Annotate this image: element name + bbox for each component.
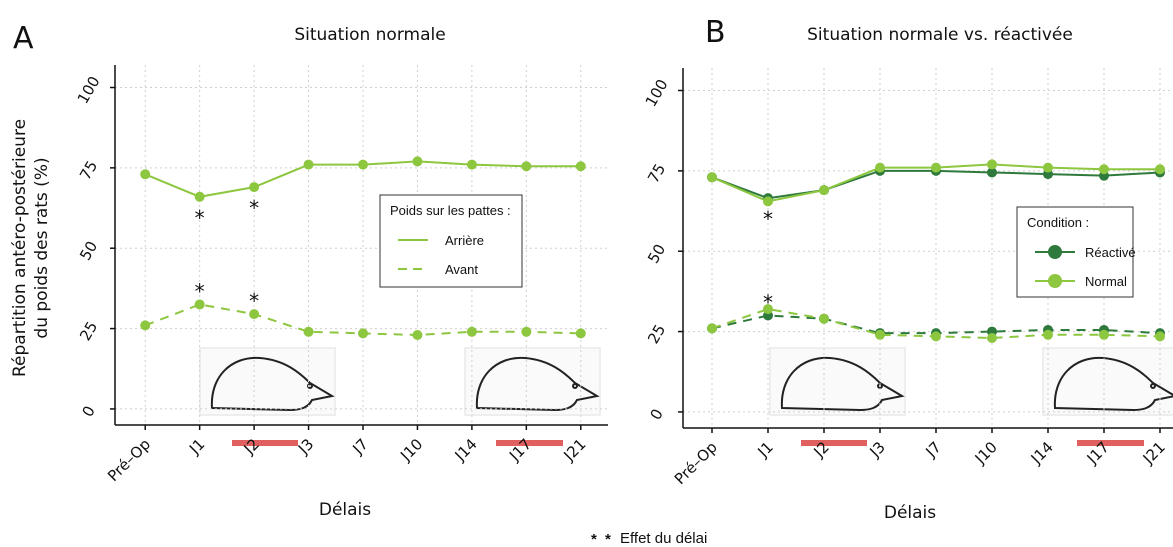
data-point <box>521 161 532 172</box>
data-point <box>819 313 829 324</box>
y-axis-label: Répartition antéro-postérieure <box>10 119 30 377</box>
y-tick-label: 75 <box>76 158 101 184</box>
footnote-mark: * <box>591 531 597 547</box>
data-point <box>1155 164 1165 175</box>
panel-label: A <box>13 21 34 56</box>
x-tick-label: J3 <box>866 438 889 461</box>
x-tick-label: J1 <box>754 438 777 461</box>
data-point <box>575 328 586 339</box>
footnote-mark: * <box>605 531 611 547</box>
data-point <box>1099 164 1109 175</box>
y-tick-label: 100 <box>74 73 104 107</box>
data-point <box>303 326 314 337</box>
y-tick-label: 75 <box>644 161 669 187</box>
legend-swatch <box>1048 245 1062 259</box>
x-tick-label: Pré–Op <box>671 438 721 488</box>
x-tick-label: J7 <box>922 438 945 461</box>
data-point <box>763 196 773 207</box>
y-tick-label: 25 <box>76 318 101 344</box>
x-tick-label: J3 <box>294 435 317 458</box>
x-tick-label: J2 <box>240 435 263 458</box>
legend-label: Normal <box>1085 274 1127 289</box>
data-point <box>763 304 773 315</box>
data-point <box>249 182 260 193</box>
data-point <box>575 161 586 172</box>
data-point <box>1043 162 1053 173</box>
data-point <box>931 331 941 342</box>
legend-label: Réactivé <box>1085 245 1136 260</box>
y-tick-label: 50 <box>644 241 669 267</box>
significance-mark: * <box>249 196 259 220</box>
x-tick-label: Pré–Op <box>104 435 154 485</box>
x-tick-label: J21 <box>560 435 590 465</box>
data-point <box>1099 329 1109 340</box>
data-point <box>875 162 885 173</box>
legend-title: Condition : <box>1027 215 1089 230</box>
data-point <box>412 330 423 340</box>
significance-mark: * <box>195 279 205 303</box>
plot: 0 25 50 75 100 Pré–Op J1 J2 J3 J7 J10 J14 J17 J21 * * * * <box>74 65 608 485</box>
significance-mark: * <box>195 206 205 230</box>
data-point <box>987 333 997 343</box>
data-point <box>987 159 997 170</box>
data-point <box>1043 329 1053 340</box>
data-point <box>931 162 941 173</box>
x-tick-label: J10 <box>396 435 426 465</box>
data-point <box>466 326 477 337</box>
footnote-text: Effet du délai <box>620 530 707 547</box>
legend-title: Poids sur les pattes : <box>390 203 511 218</box>
data-point <box>412 156 423 167</box>
panel-label: B <box>705 15 726 50</box>
significance-mark: * <box>763 207 773 231</box>
data-point <box>303 159 314 170</box>
x-tick-label: J17 <box>505 435 535 465</box>
x-tick-label: J10 <box>971 438 1001 468</box>
x-tick-label: J1 <box>185 435 208 458</box>
x-axis-label: Délais <box>319 500 371 520</box>
data-point <box>1155 331 1165 342</box>
data-point <box>249 309 260 320</box>
x-tick-label: J14 <box>451 435 481 465</box>
rat-illustrations <box>199 347 1173 446</box>
data-point <box>140 320 151 331</box>
data-point <box>521 326 532 337</box>
x-tick-label: J7 <box>349 435 372 458</box>
chart-title: Situation normale <box>294 25 445 45</box>
x-axis-label: Délais <box>884 503 936 523</box>
data-point <box>987 167 997 178</box>
data-point <box>707 323 717 334</box>
y-tick-label: 0 <box>646 406 666 423</box>
data-point <box>466 159 477 170</box>
data-point <box>819 185 829 196</box>
legend-swatch <box>1048 274 1062 288</box>
chart-title: Situation normale vs. réactivée <box>807 25 1073 45</box>
significance-mark: * <box>249 289 259 313</box>
y-tick-label: 50 <box>76 238 101 264</box>
y-axis-label: du poids des rats (%) <box>32 157 52 338</box>
data-point <box>194 191 205 202</box>
data-point <box>194 299 205 310</box>
data-point <box>358 159 368 170</box>
x-tick-label: J14 <box>1027 438 1057 468</box>
data-point <box>358 328 368 339</box>
legend-label: Avant <box>445 262 478 277</box>
y-tick-label: 25 <box>644 321 669 347</box>
legend-label: Arrière <box>445 233 484 248</box>
y-tick-label: 100 <box>642 76 672 110</box>
data-point <box>140 169 151 180</box>
significance-mark: * <box>763 291 773 315</box>
data-point <box>875 329 885 340</box>
y-tick-label: 0 <box>78 403 98 420</box>
data-point <box>707 172 717 183</box>
